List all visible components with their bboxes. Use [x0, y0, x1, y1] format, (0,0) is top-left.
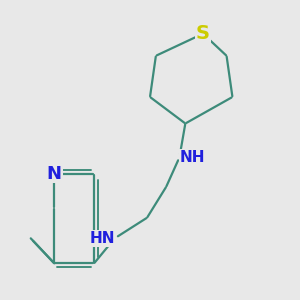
Text: NH: NH [179, 150, 205, 165]
Text: HN: HN [89, 231, 115, 246]
Text: N: N [47, 165, 62, 183]
Text: S: S [196, 24, 210, 43]
